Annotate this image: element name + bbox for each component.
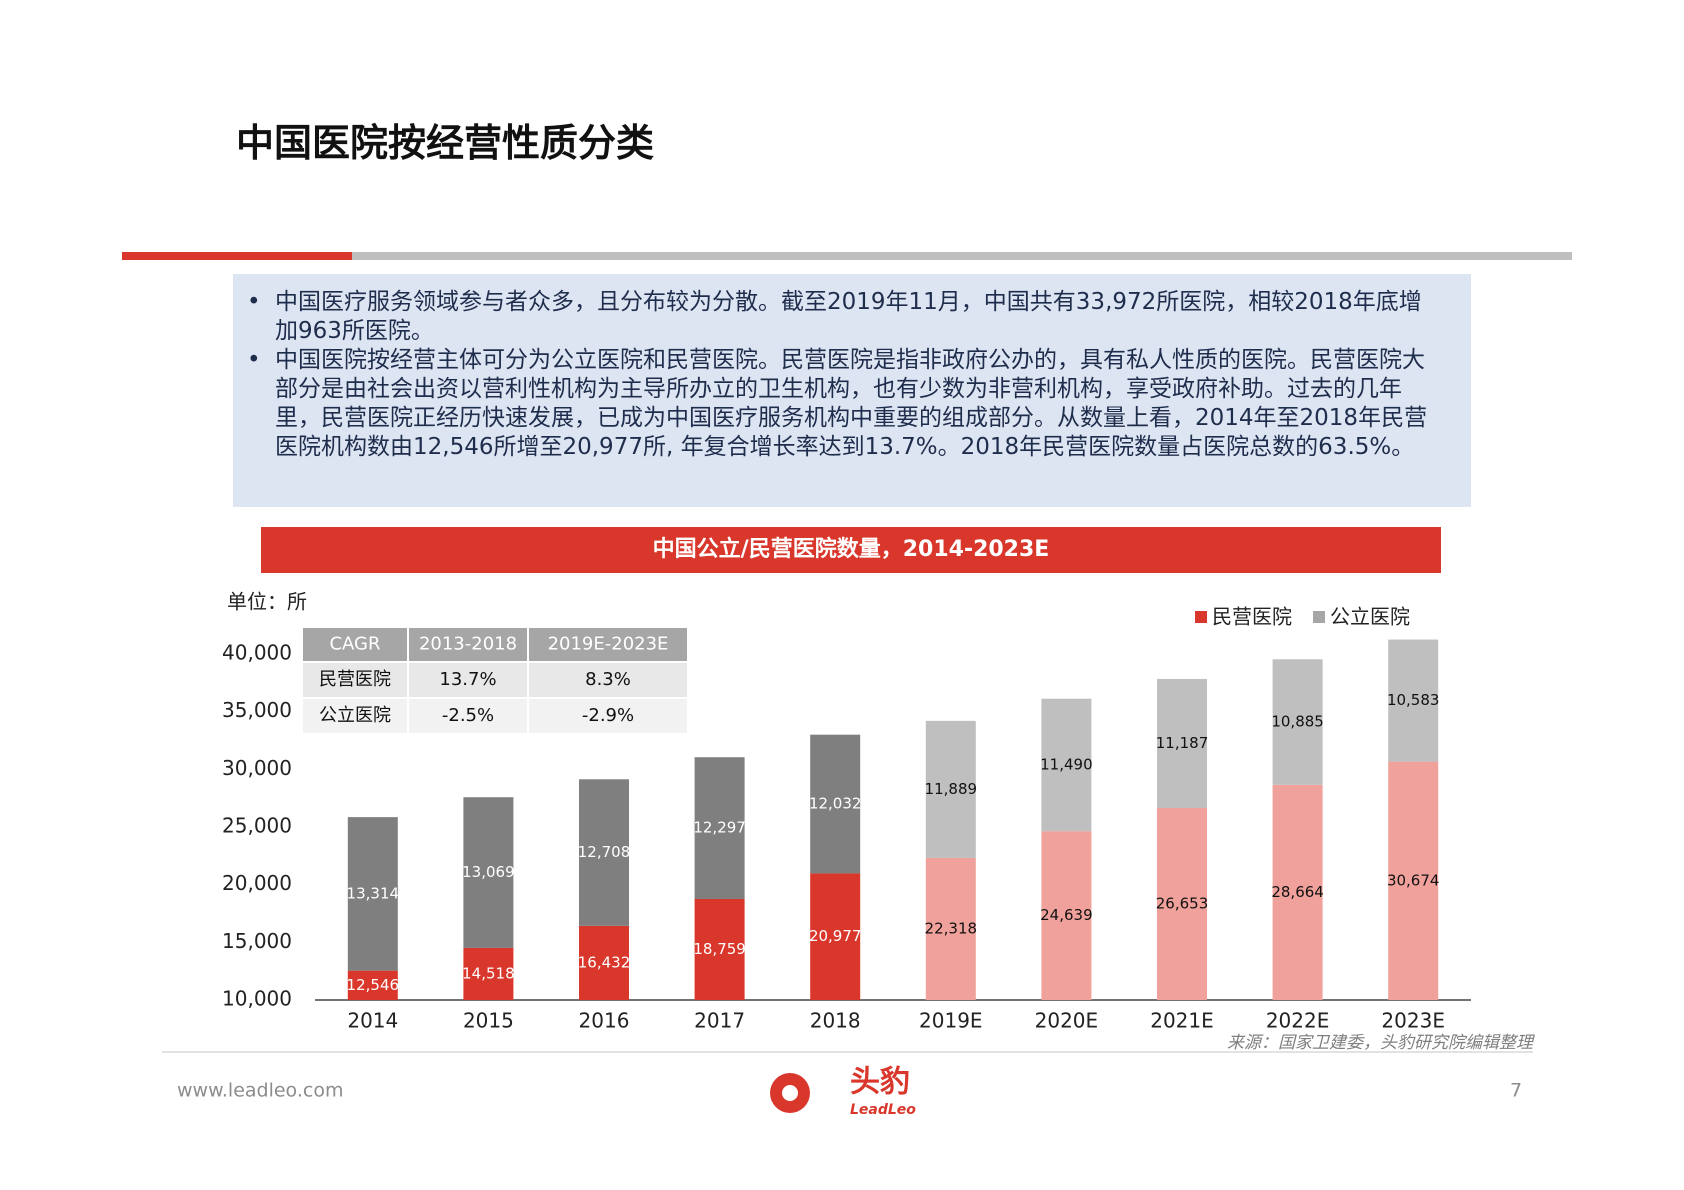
bar-segment bbox=[1041, 831, 1092, 1000]
value-label: 11,187 bbox=[1156, 734, 1209, 752]
x-tick-label: 2022E bbox=[1266, 1009, 1330, 1033]
legend-label: 民营医院 bbox=[1212, 605, 1292, 629]
x-tick-label: 2015 bbox=[463, 1009, 514, 1033]
footer-url: www.leadleo.com bbox=[177, 1080, 343, 1102]
x-tick-label: 2017 bbox=[694, 1009, 745, 1033]
y-tick-label: 15,000 bbox=[222, 929, 292, 953]
value-label: 10,583 bbox=[1387, 691, 1440, 709]
bar-segment bbox=[347, 817, 398, 971]
bullet: 中国医院按经营主体可分为公立医院和民营医院。民营医院是指非政府公办的，具有私人性… bbox=[247, 346, 1441, 462]
divider-accent bbox=[122, 252, 352, 260]
table-value: -2.9% bbox=[582, 705, 634, 726]
legend-label: 公立医院 bbox=[1330, 605, 1410, 629]
table-cell bbox=[529, 699, 687, 733]
bar-segment bbox=[1388, 761, 1439, 1000]
bar-segment bbox=[925, 857, 976, 1000]
chart-title: 中国公立/民营医院数量，2014-2023E bbox=[261, 527, 1441, 573]
page-number: 7 bbox=[1510, 1080, 1522, 1102]
legend-swatch bbox=[1195, 611, 1207, 623]
value-label: 26,653 bbox=[1156, 894, 1209, 912]
logo-text: 头豹 bbox=[850, 1065, 910, 1100]
bar-segment bbox=[810, 873, 861, 1000]
y-tick-label: 10,000 bbox=[222, 987, 292, 1011]
value-label: 20,977 bbox=[809, 927, 862, 945]
bar-segment bbox=[1388, 639, 1439, 762]
x-tick-label: 2021E bbox=[1150, 1009, 1214, 1033]
logo-icon-inner bbox=[782, 1085, 798, 1101]
bar-segment bbox=[579, 925, 629, 1000]
bar-segment bbox=[347, 970, 398, 1000]
table-value: 民营医院 bbox=[319, 669, 391, 690]
x-tick-label: 2020E bbox=[1035, 1009, 1099, 1033]
table-header: 2019E-2023E bbox=[548, 634, 669, 655]
value-label: 22,318 bbox=[925, 919, 978, 937]
value-label: 28,664 bbox=[1271, 883, 1324, 901]
bar-segment bbox=[1041, 698, 1092, 832]
bullet: 中国医疗服务领域参与者众多，且分布较为分散。截至2019年11月，中国共有33,… bbox=[247, 288, 1441, 346]
value-label: 12,297 bbox=[693, 819, 746, 837]
table-cell bbox=[409, 699, 527, 733]
table-cell bbox=[303, 663, 407, 697]
table-cell bbox=[409, 628, 527, 661]
bar-segment bbox=[925, 720, 976, 858]
value-label: 30,674 bbox=[1387, 871, 1440, 889]
table-header: CAGR bbox=[329, 634, 380, 655]
table-header: 2013-2018 bbox=[419, 634, 517, 655]
bar-segment bbox=[1157, 678, 1207, 808]
y-tick-label: 40,000 bbox=[222, 641, 292, 665]
x-tick-label: 2018 bbox=[810, 1009, 861, 1033]
value-label: 13,314 bbox=[347, 884, 400, 902]
bar-segment bbox=[810, 734, 861, 874]
y-tick-label: 35,000 bbox=[222, 698, 292, 722]
value-label: 12,708 bbox=[578, 843, 631, 861]
summary-box: 中国医疗服务领域参与者众多，且分布较为分散。截至2019年11月，中国共有33,… bbox=[233, 274, 1471, 507]
table-cell bbox=[529, 628, 687, 661]
y-tick-label: 20,000 bbox=[222, 871, 292, 895]
table-value: 13.7% bbox=[439, 669, 496, 690]
legend-swatch bbox=[1313, 611, 1325, 623]
bullet-list: 中国医疗服务领域参与者众多，且分布较为分散。截至2019年11月，中国共有33,… bbox=[247, 288, 1441, 462]
value-label: 12,546 bbox=[347, 976, 400, 994]
unit-label: 单位：所 bbox=[227, 590, 307, 614]
table-value: 8.3% bbox=[585, 669, 631, 690]
table-value: -2.5% bbox=[442, 705, 494, 726]
x-tick-label: 2023E bbox=[1381, 1009, 1445, 1033]
bar-segment bbox=[1272, 659, 1323, 785]
source: 来源：国家卫建委，头豹研究院编辑整理 bbox=[1227, 1033, 1535, 1053]
chart: 10,000 15,000 20,000 25,000 30,000 35,000 40,0… bbox=[222, 605, 1471, 1033]
bar-segment bbox=[579, 779, 629, 926]
table-cell bbox=[303, 628, 407, 661]
bar-segment bbox=[1157, 807, 1207, 1000]
x-tick-label: 2016 bbox=[579, 1009, 630, 1033]
divider bbox=[352, 252, 1572, 260]
x-tick-label: 2014 bbox=[347, 1009, 398, 1033]
bar-segment bbox=[694, 898, 745, 1000]
value-label: 14,518 bbox=[462, 964, 515, 982]
bar-segment bbox=[694, 757, 745, 899]
page-title: 中国医院按经营性质分类 bbox=[236, 121, 655, 165]
value-label: 18,759 bbox=[693, 940, 746, 958]
value-label: 10,885 bbox=[1271, 713, 1324, 731]
value-label: 16,432 bbox=[578, 953, 631, 971]
y-tick-label: 25,000 bbox=[222, 814, 292, 838]
table-cell bbox=[303, 699, 407, 733]
logo-subtext: LeadLeo bbox=[850, 1102, 916, 1118]
value-label: 11,889 bbox=[925, 780, 978, 798]
bar-segment bbox=[1272, 784, 1323, 1000]
value-label: 24,639 bbox=[1040, 906, 1093, 924]
bar-segment bbox=[463, 947, 514, 1000]
table-value: 公立医院 bbox=[319, 705, 391, 726]
bar-segment bbox=[463, 797, 514, 948]
table-cell bbox=[529, 663, 687, 697]
value-label: 13,069 bbox=[462, 863, 515, 881]
value-label: 11,490 bbox=[1040, 755, 1093, 773]
x-tick-label: 2019E bbox=[919, 1009, 983, 1033]
table-cell bbox=[409, 663, 527, 697]
value-label: 12,032 bbox=[809, 795, 862, 813]
y-tick-label: 30,000 bbox=[222, 756, 292, 780]
